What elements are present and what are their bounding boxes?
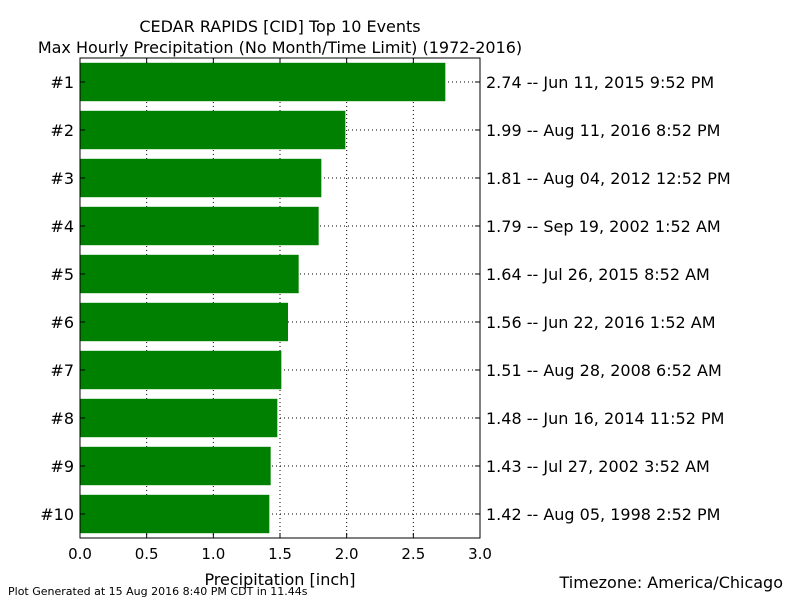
chart-title: CEDAR RAPIDS [CID] Top 10 Events [139,17,420,36]
rank-label: #9 [50,457,74,476]
precip-bar [80,254,299,294]
precip-bar [80,302,288,342]
precip-bar [80,494,270,534]
event-label: 1.56 -- Jun 22, 2016 1:52 AM [486,313,716,332]
event-label: 1.64 -- Jul 26, 2015 8:52 AM [486,265,710,284]
rank-label: #3 [50,169,74,188]
x-tick-label: 1.0 [201,545,225,563]
rank-label: #10 [40,505,74,524]
bars [80,62,446,534]
event-label: 1.48 -- Jun 16, 2014 11:52 PM [486,409,724,428]
x-tick-label: 0.0 [68,545,92,563]
event-label: 1.43 -- Jul 27, 2002 3:52 AM [486,457,710,476]
event-label: 1.79 -- Sep 19, 2002 1:52 AM [486,217,721,236]
rank-label: #6 [50,313,74,332]
precip-bar [80,62,446,102]
event-label: 2.74 -- Jun 11, 2015 9:52 PM [486,73,714,92]
rank-label: #1 [50,73,74,92]
x-tick-label: 2.0 [335,545,359,563]
event-label: 1.42 -- Aug 05, 1998 2:52 PM [486,505,720,524]
x-axis-ticks: 0.0 0.5 1.0 1.5 2.0 2.5 3.0 [68,58,492,563]
rank-label: #5 [50,265,74,284]
plot-generated-note: Plot Generated at 15 Aug 2016 8:40 PM CD… [8,585,308,598]
event-label: 1.81 -- Aug 04, 2012 12:52 PM [486,169,731,188]
precip-bar [80,350,282,390]
event-label: 1.99 -- Aug 11, 2016 8:52 PM [486,121,720,140]
event-label: 1.51 -- Aug 28, 2008 6:52 AM [486,361,722,380]
y-axis-rank-labels: #1 #2 #3 #4 #5 #6 #7 #8 #9 #10 [40,73,480,524]
precip-bar [80,158,322,198]
chart-subtitle: Max Hourly Precipitation (No Month/Time … [38,38,522,57]
rank-label: #4 [50,217,74,236]
x-axis-label: Precipitation [inch] [204,570,355,589]
precip-bar [80,110,346,150]
x-tick-label: 3.0 [468,545,492,563]
x-tick-label: 1.5 [268,545,292,563]
rank-label: #8 [50,409,74,428]
event-labels: 2.74 -- Jun 11, 2015 9:52 PM 1.99 -- Aug … [486,73,731,524]
precip-bar [80,398,278,438]
x-tick-label: 0.5 [135,545,159,563]
precip-bar [80,446,271,486]
precip-bar [80,206,319,246]
timezone-label: Timezone: America/Chicago [559,573,784,592]
rank-label: #2 [50,121,74,140]
x-tick-label: 2.5 [401,545,425,563]
rank-label: #7 [50,361,74,380]
